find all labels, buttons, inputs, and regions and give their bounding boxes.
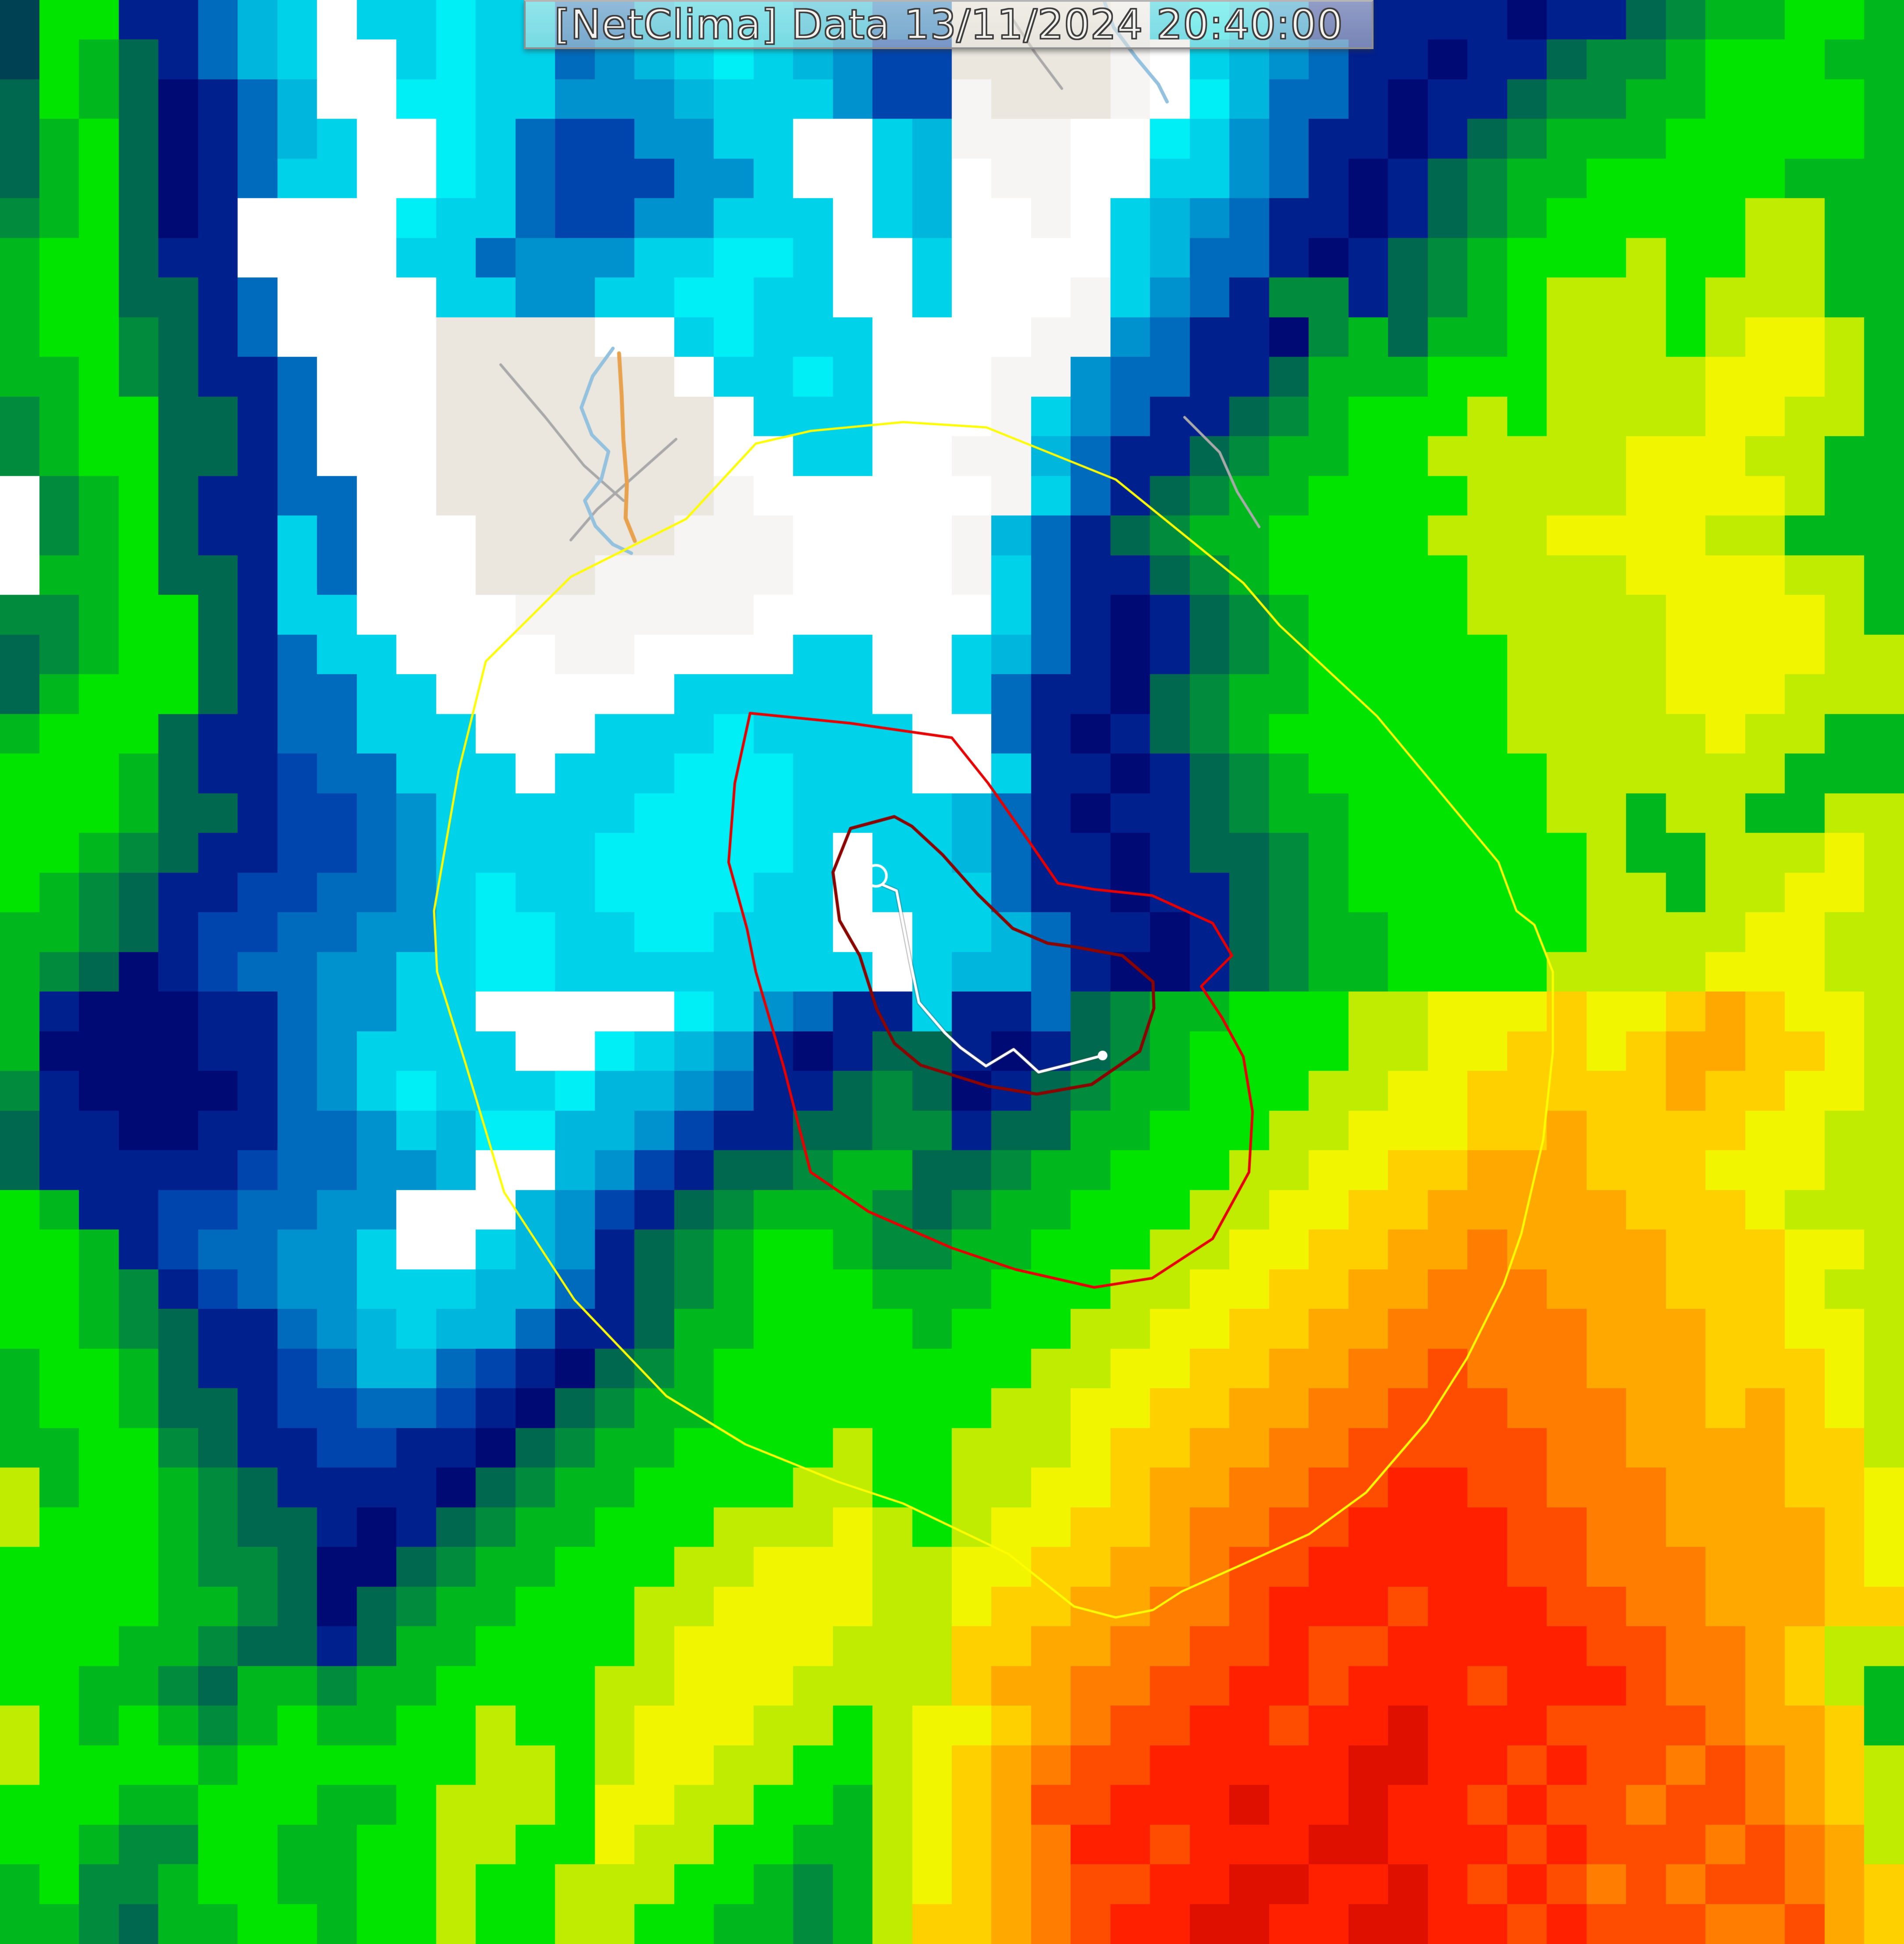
timestamp-banner-text: [NetClima] Data 13/11/2024 20:40:00 — [554, 0, 1343, 48]
timestamp-banner: [NetClima] Data 13/11/2024 20:40:00 — [524, 0, 1374, 49]
